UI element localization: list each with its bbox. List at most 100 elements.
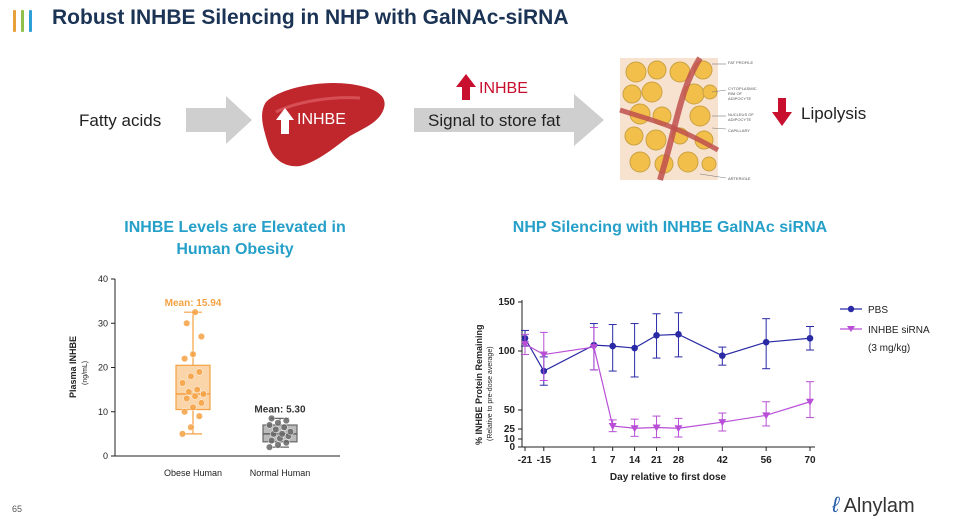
data-point: [652, 424, 661, 432]
box-plot-chart: 0 10 20 30 40 Mean: 15.94 Obese Human Mean: 5.…: [68, 274, 340, 478]
box-y-units: (ng/mL): [82, 361, 89, 385]
data-point: [589, 344, 598, 352]
line-series-path: [524, 343, 811, 429]
box-y-label: Plasma INHBE: [68, 336, 78, 398]
box-data-point: [185, 388, 193, 396]
liver-icon: [262, 82, 385, 167]
box-data-point: [181, 355, 189, 363]
line-y-tick-label: 25: [504, 424, 516, 435]
box-y-tick-label: 40: [98, 274, 108, 284]
lipolysis-down-arrow-icon: [772, 98, 792, 126]
line-y-tick-label: 0: [509, 442, 515, 453]
data-point: [806, 334, 814, 342]
left-panel-title: INHBE Levels are Elevated in Human Obesi…: [90, 217, 380, 261]
legend-pbs-marker: [847, 305, 855, 313]
page-title: Robust INHBE Silencing in NHP with GalNA…: [52, 6, 569, 29]
data-point: [674, 425, 683, 433]
left-panel-title-line1: INHBE Levels are Elevated in: [124, 219, 346, 236]
box-y-tick-label: 20: [98, 363, 108, 373]
box-data-point: [268, 414, 276, 422]
box-data-point: [183, 319, 191, 327]
box-data-point: [181, 408, 189, 416]
box-data-point: [282, 417, 290, 425]
box-data-point: [265, 421, 274, 429]
title-accent-bar-2: [21, 10, 24, 32]
left-panel-title-line2: Human Obesity: [176, 241, 294, 258]
data-point: [631, 344, 638, 352]
data-point: [653, 332, 660, 339]
legend-pbs-label: PBS: [868, 305, 888, 316]
box-data-point: [189, 350, 197, 358]
box-group: Mean: 15.94 Obese Human: [164, 298, 222, 478]
flow-arrow-1: [186, 96, 252, 144]
box-data-point: [183, 394, 191, 403]
line-x-tick-label: 56: [761, 455, 773, 466]
line-x-tick-label: 42: [717, 455, 729, 466]
box-data-point: [197, 399, 205, 407]
legend-dose-note: (3 mg/kg): [868, 343, 910, 354]
flow-arrow-2: [414, 94, 604, 146]
slide-number: 65: [12, 504, 23, 514]
box-data-point: [280, 423, 288, 431]
box-data-point: [286, 428, 295, 436]
line-series-pbs: [521, 312, 814, 386]
liver-up-arrow-icon: [276, 108, 294, 134]
line-y-tick-label: 150: [498, 297, 515, 308]
legend-sirna-label: INHBE siRNA: [868, 325, 930, 336]
box-data-point: [187, 423, 195, 431]
line-y-sublabel: (Relative to pre-dose average): [487, 346, 494, 441]
line-x-tick-label: 28: [673, 455, 685, 466]
alnylam-logo: ℓ Alnylam: [832, 492, 915, 518]
line-series-path: [524, 333, 811, 372]
box-x-tick-label: Normal Human: [250, 468, 311, 478]
box-data-point: [191, 308, 199, 316]
box-data-point: [178, 379, 187, 387]
box-data-point: [195, 412, 203, 420]
inhbe-up-label: INHBE: [479, 80, 528, 97]
box-data-point: [199, 390, 208, 398]
lipolysis-label: Lipolysis: [801, 104, 867, 123]
box-y-tick-label: 10: [98, 407, 108, 417]
box-data-point: [265, 443, 274, 451]
alnylam-logo-text: Alnylam: [843, 495, 915, 517]
line-x-tick-label: -15: [537, 455, 552, 466]
data-point: [609, 342, 616, 350]
data-point: [762, 412, 771, 420]
box-data-point: [197, 332, 205, 341]
fatty-acids-label: Fatty acids: [79, 111, 162, 130]
line-x-label: Day relative to first dose: [610, 472, 727, 483]
box-y-tick-label: 30: [98, 318, 108, 328]
line-y-tick-label: 50: [504, 405, 516, 416]
title-accent-bar-1: [13, 10, 16, 32]
line-x-tick-label: 21: [651, 455, 663, 466]
line-y-tick-label: 100: [498, 346, 515, 357]
legend-sirna-marker: [847, 326, 855, 332]
box-data-point: [272, 425, 280, 433]
data-point: [521, 341, 529, 349]
line-x-tick-label: 1: [591, 455, 597, 466]
title-accent-bar-3: [29, 10, 32, 32]
alnylam-logo-icon: ℓ: [832, 492, 840, 517]
adipose-label-2: CYTOPLASMIC RIM OF ADIPOCYTE: [728, 86, 757, 101]
inhbe-up-arrow-icon: [456, 74, 476, 100]
data-point: [608, 422, 617, 430]
adipose-label-5: ARTERIOLE: [728, 176, 751, 181]
box-y-tick-label: 0: [103, 451, 108, 461]
adipose-label-1: FAT PROFILE: [728, 60, 754, 65]
line-x-tick-label: 70: [804, 455, 816, 466]
box-mean-label: Mean: 5.30: [254, 404, 306, 415]
liver-inhbe-label: INHBE: [297, 111, 346, 128]
data-point: [675, 331, 682, 338]
line-y-label: % INHBE Protein Remaining: [474, 324, 484, 445]
box-data-point: [278, 430, 286, 438]
data-point: [539, 351, 548, 359]
box-data-point: [187, 372, 195, 380]
box-data-point: [195, 368, 203, 376]
data-point: [762, 338, 770, 346]
line-series-inhbe-sirna: [521, 326, 814, 439]
box-data-point: [191, 392, 199, 400]
box-mean-label: Mean: 15.94: [165, 298, 222, 309]
box-group: Mean: 5.30 Normal Human: [250, 404, 311, 478]
data-point: [719, 352, 726, 360]
